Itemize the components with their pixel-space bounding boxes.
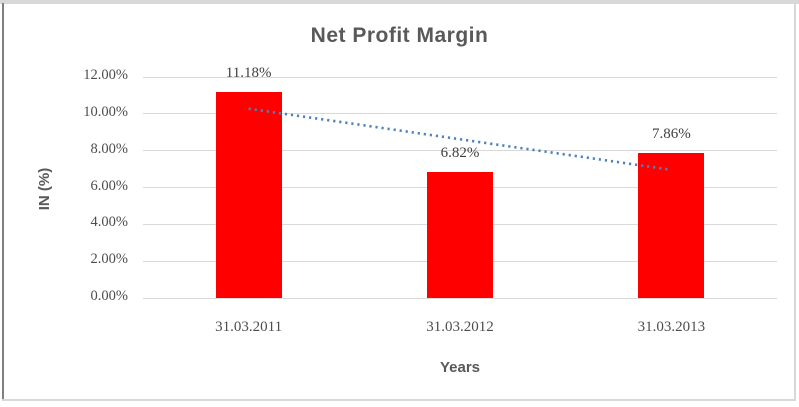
gridline — [143, 150, 777, 152]
frame-bottom-edge — [2, 399, 796, 401]
bar-data-label: 6.82% — [440, 145, 480, 162]
bar — [638, 153, 705, 298]
x-tick-label: 31.03.2012 — [426, 319, 494, 335]
y-tick-label: 8.00% — [90, 140, 128, 157]
y-tick-label: 4.00% — [90, 214, 128, 231]
frame-top-edge — [0, 0, 799, 4]
x-tick-label: 31.03.2011 — [215, 319, 283, 335]
x-axis-title: Years — [439, 359, 481, 376]
gridline — [143, 76, 777, 78]
y-tick-label: 2.00% — [90, 251, 128, 268]
y-tick-label: 10.00% — [83, 103, 128, 120]
bar-data-label: 7.86% — [651, 126, 691, 143]
y-tick-label: 6.00% — [90, 177, 128, 194]
gridline — [143, 297, 777, 299]
trendline — [248, 107, 672, 172]
chart-title: Net Profit Margin — [310, 24, 489, 47]
y-tick-label: 0.00% — [90, 288, 128, 304]
frame-right-edge — [794, 3, 796, 400]
plot-area: 11.18% 6.82% 7.86% — [143, 65, 777, 299]
bar — [215, 92, 282, 298]
bar-data-label: 11.18% — [225, 65, 272, 82]
x-tick-label: 31.03.2013 — [637, 319, 706, 335]
bar — [427, 172, 493, 298]
frame-left-edge — [2, 3, 4, 400]
y-tick-label: 12.00% — [83, 67, 128, 83]
gridline — [143, 113, 777, 115]
